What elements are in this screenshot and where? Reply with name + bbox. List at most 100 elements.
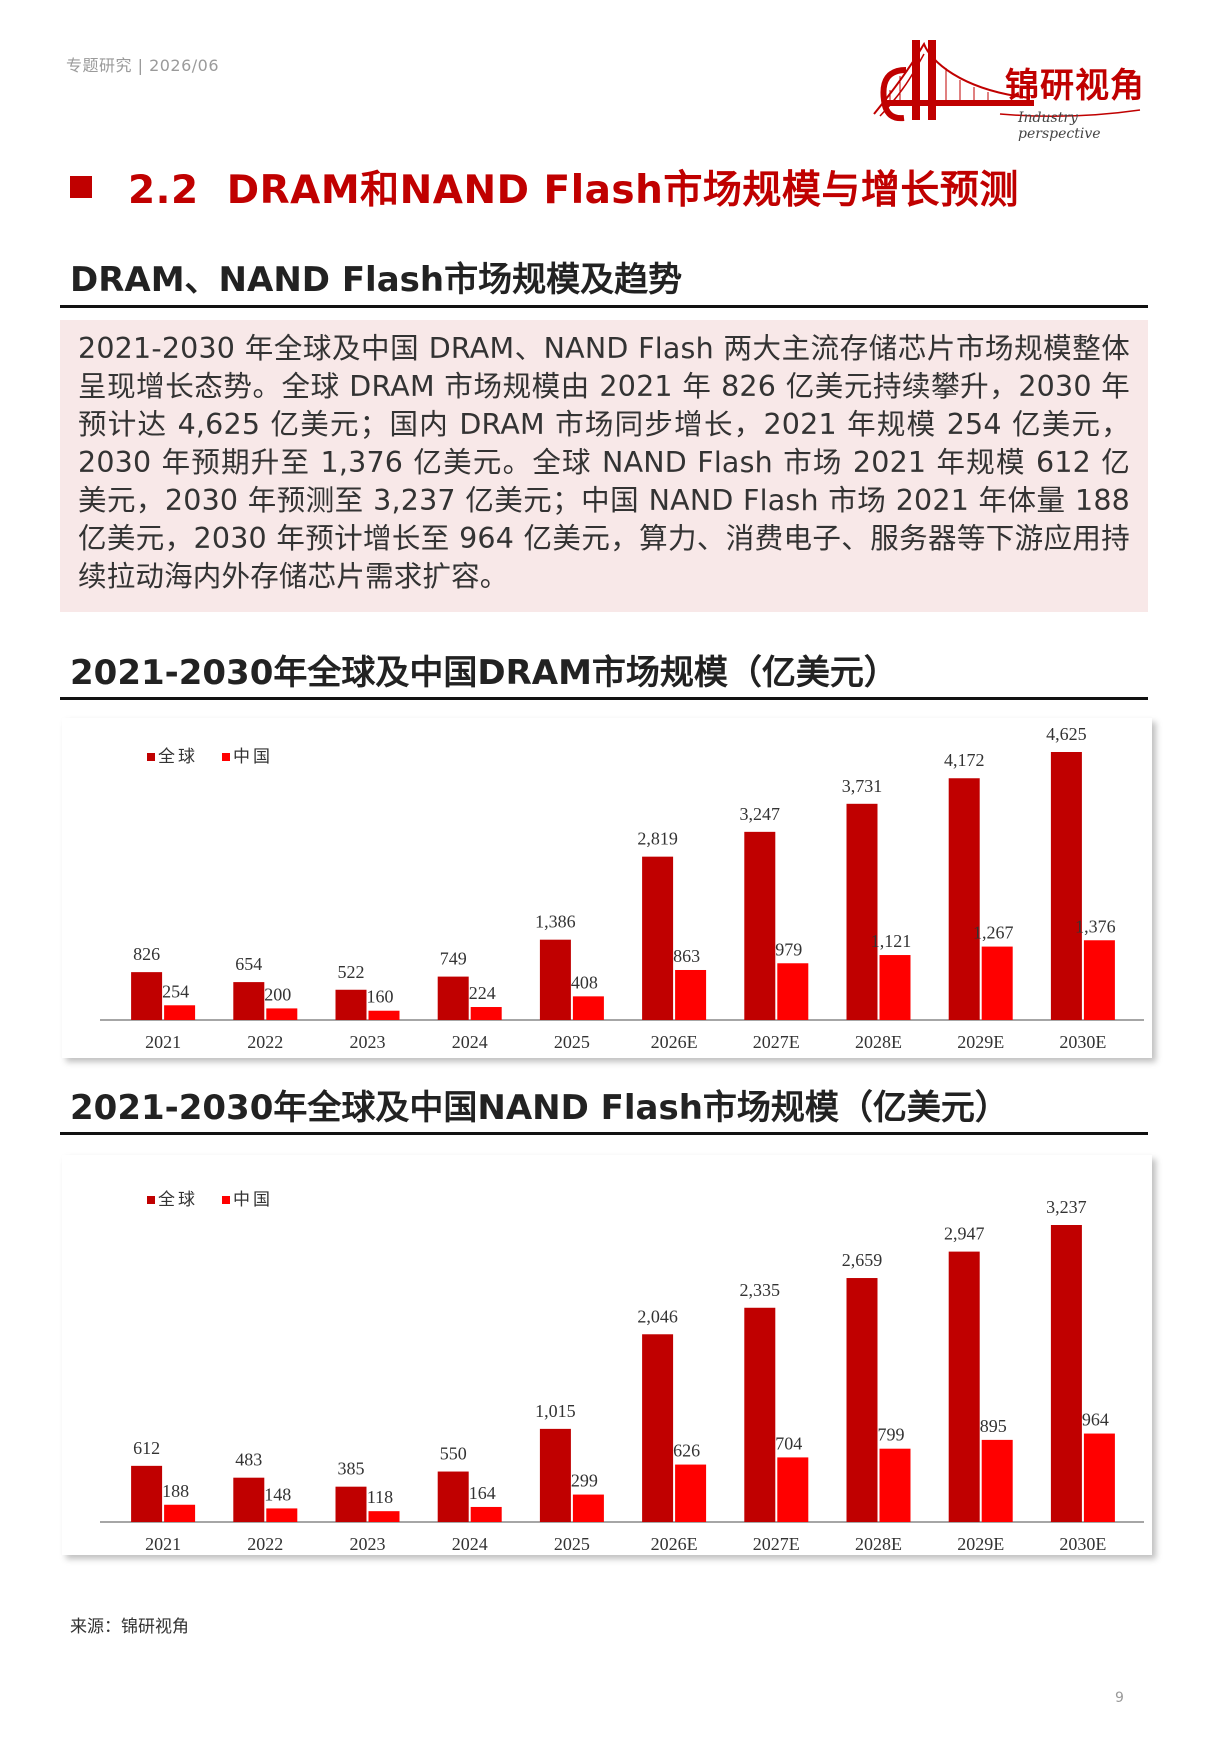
bar xyxy=(266,1008,298,1020)
legend-swatch xyxy=(222,753,230,761)
data-label: 224 xyxy=(469,983,496,1003)
bar xyxy=(777,1457,809,1522)
logo-subtitle: Industry perspective xyxy=(1018,110,1101,142)
x-tick-label: 2021 xyxy=(145,1032,181,1052)
legend-label: 全球 xyxy=(158,1190,198,1209)
data-label: 704 xyxy=(775,1433,802,1453)
data-label: 200 xyxy=(264,984,291,1004)
bar xyxy=(131,1465,163,1522)
data-label: 3,731 xyxy=(842,776,883,796)
x-tick-label: 2028E xyxy=(855,1032,902,1052)
bar xyxy=(164,1005,196,1020)
section-title-text: 2.2 DRAM和NAND Flash市场规模与增长预测 xyxy=(128,159,1019,215)
bar xyxy=(1083,940,1115,1020)
data-label: 863 xyxy=(673,946,700,966)
bar xyxy=(846,1278,878,1522)
data-label: 749 xyxy=(440,949,467,969)
x-tick-label: 2026E xyxy=(651,1534,698,1554)
data-label: 1,015 xyxy=(535,1401,576,1421)
brand-logo: 锦研视角 Industry perspective xyxy=(870,30,1160,142)
x-tick-label: 2030E xyxy=(1059,1534,1106,1554)
section-title: DRAM和NAND Flash市场规模与增长预测 xyxy=(226,168,1019,213)
data-label: 160 xyxy=(367,987,394,1007)
data-label: 2,046 xyxy=(637,1306,678,1326)
data-label: 1,386 xyxy=(535,912,576,932)
bar xyxy=(1050,1225,1082,1522)
x-tick-label: 2023 xyxy=(350,1534,386,1554)
bar xyxy=(437,976,469,1020)
bar xyxy=(233,1477,265,1522)
x-tick-label: 2023 xyxy=(350,1032,386,1052)
header-breadcrumb: 专题研究 | 2026/06 xyxy=(66,56,220,75)
bar xyxy=(539,1428,571,1522)
data-label: 3,247 xyxy=(740,804,781,824)
chart-nand: 全球 中国 612 188 2021 483 148 2022 385 118 2023 550 164… xyxy=(62,1155,1152,1555)
data-label: 118 xyxy=(367,1487,393,1507)
legend-label: 中国 xyxy=(233,747,273,766)
bar xyxy=(335,1486,367,1522)
bar xyxy=(948,778,980,1020)
bar xyxy=(1083,1433,1115,1522)
data-label: 4,172 xyxy=(944,750,985,770)
data-label: 654 xyxy=(235,954,262,974)
bar xyxy=(233,982,265,1020)
data-label: 612 xyxy=(133,1438,160,1458)
data-label: 164 xyxy=(469,1483,496,1503)
bar xyxy=(335,989,367,1020)
data-label: 1,121 xyxy=(871,931,912,951)
legend-label: 全球 xyxy=(158,747,198,766)
bar xyxy=(368,1511,400,1522)
section-title-gap xyxy=(199,168,227,213)
data-label: 979 xyxy=(775,939,802,959)
bar xyxy=(572,1494,604,1522)
bridge-logo-icon xyxy=(873,40,1141,122)
legend-swatch xyxy=(222,1196,230,1204)
bar xyxy=(164,1504,196,1522)
x-tick-label: 2022 xyxy=(247,1032,283,1052)
data-label: 550 xyxy=(440,1444,467,1464)
section-heading: 2.2 DRAM和NAND Flash市场规模与增长预测 xyxy=(70,159,1019,215)
data-label: 2,335 xyxy=(740,1280,781,1300)
x-tick-label: 2025 xyxy=(554,1534,590,1554)
bar xyxy=(470,1007,502,1020)
bar xyxy=(879,955,911,1020)
bar xyxy=(572,996,604,1020)
data-label: 895 xyxy=(980,1416,1007,1436)
bar xyxy=(470,1506,502,1522)
chart-title-dram: 2021-2030年全球及中国DRAM市场规模（亿美元） xyxy=(60,645,1148,700)
data-label: 522 xyxy=(338,962,365,982)
bar xyxy=(675,969,707,1020)
bar xyxy=(642,1334,674,1522)
bar xyxy=(846,803,878,1020)
x-tick-label: 2030E xyxy=(1059,1032,1106,1052)
bar xyxy=(879,1448,911,1522)
legend-label: 中国 xyxy=(233,1190,273,1209)
bar xyxy=(744,1307,776,1522)
x-tick-label: 2026E xyxy=(651,1032,698,1052)
bar xyxy=(539,939,571,1020)
bar xyxy=(744,831,776,1020)
subheading-trend: DRAM、NAND Flash市场规模及趋势 xyxy=(60,252,1148,308)
data-label: 299 xyxy=(571,1471,598,1491)
section-square-icon xyxy=(70,176,92,198)
bar xyxy=(948,1251,980,1522)
bar xyxy=(266,1508,298,1522)
x-tick-label: 2024 xyxy=(452,1032,488,1052)
x-tick-label: 2024 xyxy=(452,1534,488,1554)
x-tick-label: 2029E xyxy=(957,1534,1004,1554)
x-tick-label: 2021 xyxy=(145,1534,181,1554)
data-label: 385 xyxy=(338,1459,365,1479)
data-label: 4,625 xyxy=(1046,724,1087,744)
data-label: 2,659 xyxy=(842,1250,883,1270)
legend-swatch xyxy=(147,1196,155,1204)
page-number: 9 xyxy=(1115,1690,1124,1706)
x-tick-label: 2022 xyxy=(247,1534,283,1554)
data-label: 826 xyxy=(133,944,160,964)
data-label: 2,819 xyxy=(637,829,678,849)
x-tick-label: 2029E xyxy=(957,1032,1004,1052)
bar xyxy=(131,972,163,1020)
data-label: 408 xyxy=(571,972,598,992)
data-label: 148 xyxy=(264,1484,291,1504)
data-label: 483 xyxy=(235,1450,262,1470)
